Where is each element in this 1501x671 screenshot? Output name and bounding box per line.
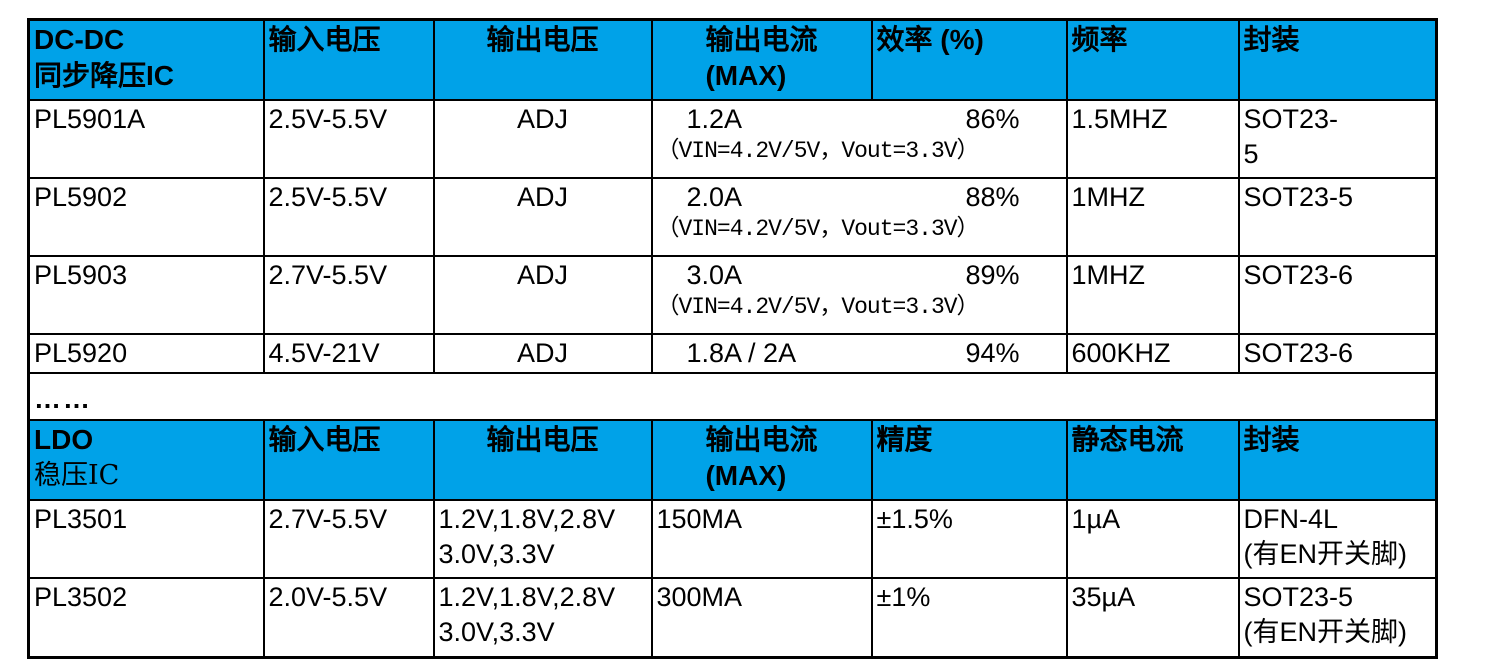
dcdc-header-iout: 输出电流 (MAX) [650, 18, 873, 101]
iout-value: 1.8A / 2A [686, 337, 797, 368]
cell-model: PL3501 [27, 498, 265, 579]
dcdc-header-iout-text: 输出电流 (MAX) [705, 24, 818, 92]
cell-iout: 300MA [650, 576, 873, 659]
cell-model: PL5902 [27, 176, 265, 257]
product-selection-sheet: DC-DC 同步降压IC 输入电压 输出电压 输出电流 (MAX) 效率 (%)… [27, 18, 1438, 660]
cell-freq: 600KHZ [1065, 332, 1240, 374]
iout-eff-line: 3.0A 89% [657, 258, 1062, 293]
dcdc-header-vin: 输入电压 [262, 18, 435, 101]
ldo-header-vin: 输入电压 [262, 418, 435, 501]
cell-accuracy: ±1.5% [870, 498, 1068, 579]
ldo-header-product: LDO 稳压IC [27, 418, 265, 501]
iout-eff-line: 1.8A / 2A 94% [657, 336, 1062, 371]
cell-freq: 1MHZ [1065, 176, 1240, 257]
ldo-header-vout: 输出电压 [432, 418, 653, 501]
cell-vout: ADJ [432, 332, 653, 374]
cell-iout-eff: 3.0A 89% （VIN=4.2V/5V，Vout=3.3V） [650, 254, 1068, 335]
cell-iout-eff: 2.0A 88% （VIN=4.2V/5V，Vout=3.3V） [650, 176, 1068, 257]
separator-row: …… [27, 371, 1438, 421]
cell-model: PL5903 [27, 254, 265, 335]
cell-vout: ADJ [432, 254, 653, 335]
dcdc-header-freq: 频率 [1065, 18, 1240, 101]
cell-model: PL5901A [27, 98, 265, 179]
ellipsis-text: …… [27, 371, 1438, 421]
ldo-header-acc: 精度 [870, 418, 1068, 501]
efficiency-value: 89% [965, 259, 1020, 290]
dcdc-header-product: DC-DC 同步降压IC [27, 18, 265, 101]
cell-pkg: SOT23- 5 [1237, 98, 1438, 179]
table-row: PL5920 4.5V-21V ADJ 1.8A / 2A 94% 600KHZ… [27, 332, 1438, 374]
cell-pkg: SOT23-5 [1237, 176, 1438, 257]
ldo-header-row: LDO 稳压IC 输入电压 输出电压 输出电流 (MAX) 精度 静态电流 封装 [27, 418, 1438, 501]
cell-iout: 150MA [650, 498, 873, 579]
cell-iq: 35µA [1065, 576, 1240, 659]
cell-vin: 2.7V-5.5V [262, 254, 435, 335]
cell-vin: 2.5V-5.5V [262, 176, 435, 257]
cell-vout: ADJ [432, 98, 653, 179]
cell-model: PL5920 [27, 332, 265, 374]
cell-freq: 1.5MHZ [1065, 98, 1240, 179]
table-row: PL3501 2.7V-5.5V 1.2V,1.8V,2.8V 3.0V,3.3… [27, 498, 1438, 579]
ldo-header-iout-text: 输出电流 (MAX) [705, 423, 818, 491]
cell-vout: ADJ [432, 176, 653, 257]
cell-vin: 4.5V-21V [262, 332, 435, 374]
ldo-header-iout: 输出电流 (MAX) [650, 418, 873, 501]
iout-value: 2.0A [686, 181, 743, 212]
cell-iq: 1µA [1065, 498, 1240, 579]
cell-vin: 2.0V-5.5V [262, 576, 435, 659]
table-row: PL3502 2.0V-5.5V 1.2V,1.8V,2.8V 3.0V,3.3… [27, 576, 1438, 659]
ldo-header-iq: 静态电流 [1065, 418, 1240, 501]
cell-accuracy: ±1% [870, 576, 1068, 659]
dcdc-header-row: DC-DC 同步降压IC 输入电压 输出电压 输出电流 (MAX) 效率 (%)… [27, 18, 1438, 101]
ic-selection-table: DC-DC 同步降压IC 输入电压 输出电压 输出电流 (MAX) 效率 (%)… [27, 18, 1438, 660]
dcdc-header-pkg: 封装 [1237, 18, 1438, 101]
dcdc-header-product-line1: DC-DC [34, 24, 125, 55]
iout-value: 3.0A [686, 259, 743, 290]
efficiency-value: 94% [965, 337, 1020, 368]
efficiency-value: 86% [965, 103, 1020, 134]
ldo-header-product-line1: LDO [34, 423, 94, 455]
ldo-header-product-line2: 稳压IC [34, 459, 120, 491]
cell-iout-eff: 1.8A / 2A 94% [650, 332, 1068, 374]
table-row: PL5902 2.5V-5.5V ADJ 2.0A 88% （VIN=4.2V/… [27, 176, 1438, 257]
table-row: PL5901A 2.5V-5.5V ADJ 1.2A 86% （VIN=4.2V… [27, 98, 1438, 179]
efficiency-value: 88% [965, 181, 1020, 212]
cell-model: PL3502 [27, 576, 265, 659]
ldo-header-pkg: 封装 [1237, 418, 1438, 501]
dcdc-header-vout: 输出电压 [432, 18, 653, 101]
test-condition: （VIN=4.2V/5V，Vout=3.3V） [656, 293, 980, 320]
table-row: PL5903 2.7V-5.5V ADJ 3.0A 89% （VIN=4.2V/… [27, 254, 1438, 335]
cell-vin: 2.7V-5.5V [262, 498, 435, 579]
test-condition: （VIN=4.2V/5V，Vout=3.3V） [656, 215, 980, 242]
iout-eff-line: 1.2A 86% [657, 102, 1062, 137]
cell-vout: 1.2V,1.8V,2.8V 3.0V,3.3V [432, 498, 653, 579]
iout-eff-line: 2.0A 88% [657, 180, 1062, 215]
cell-iout-eff: 1.2A 86% （VIN=4.2V/5V，Vout=3.3V） [650, 98, 1068, 179]
cell-pkg: SOT23-5 (有EN开关脚) [1237, 576, 1438, 659]
cell-vout: 1.2V,1.8V,2.8V 3.0V,3.3V [432, 576, 653, 659]
cell-freq: 1MHZ [1065, 254, 1240, 335]
dcdc-header-eff: 效率 (%) [870, 18, 1068, 101]
cell-pkg: DFN-4L (有EN开关脚) [1237, 498, 1438, 579]
test-condition: （VIN=4.2V/5V，Vout=3.3V） [656, 137, 980, 164]
dcdc-header-product-line2: 同步降压IC [34, 60, 175, 92]
cell-pkg: SOT23-6 [1237, 254, 1438, 335]
cell-vin: 2.5V-5.5V [262, 98, 435, 179]
iout-value: 1.2A [686, 103, 743, 134]
cell-pkg: SOT23-6 [1237, 332, 1438, 374]
